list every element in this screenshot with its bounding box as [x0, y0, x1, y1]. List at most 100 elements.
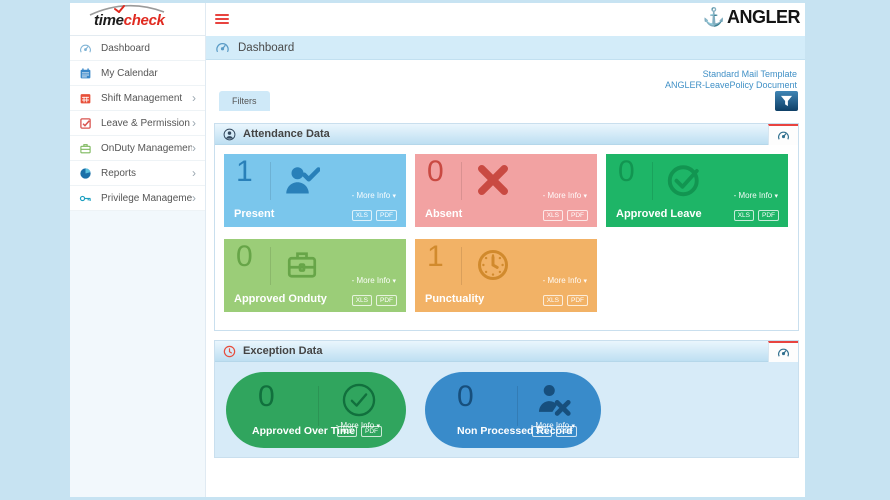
more-info-link[interactable]: - More Info ▾ — [351, 191, 396, 200]
mail-template-link[interactable]: Standard Mail Template — [702, 69, 797, 79]
xls-button[interactable]: XLS — [542, 210, 563, 221]
logo-check: check — [123, 12, 165, 29]
more-info-link[interactable]: - More Info ▾ — [733, 191, 778, 200]
stat-value: 1 — [427, 240, 444, 273]
page-header: Dashboard — [206, 36, 805, 60]
sidebar-item-label: My Calendar — [101, 67, 158, 79]
sidebar-item-label: Leave & Permission — [101, 117, 190, 129]
filters-row: Filters — [219, 91, 798, 112]
export-badges: XLS PDF — [351, 210, 397, 221]
sidebar: timecheck Dashboard My Calendar Shift Ma… — [70, 3, 205, 497]
angler-logo: ⚓ ANGLER — [702, 7, 801, 28]
chevron-right-icon: › — [192, 141, 196, 155]
approved-onduty-card: 0 - More Info ▾ Approved Onduty XLS PDF — [224, 239, 406, 312]
stat-label: Approved Over Time — [252, 425, 356, 437]
caret-down-icon: ▾ — [583, 278, 587, 285]
caret-down-icon: ▾ — [392, 193, 396, 200]
xls-button[interactable]: XLS — [733, 210, 754, 221]
sidebar-item-dashboard[interactable]: Dashboard — [70, 36, 205, 61]
stat-label: Punctuality — [425, 293, 485, 305]
clock-swoosh-icon — [89, 4, 165, 16]
caret-down-icon: ▾ — [583, 193, 587, 200]
chevron-right-icon: › — [192, 191, 196, 205]
punctuality-card: 1 - More Info ▾ Punctuality XLS PDF — [415, 239, 597, 312]
logo-time: time — [94, 12, 124, 29]
sidebar-item-shift-management[interactable]: Shift Management › — [70, 86, 205, 111]
xls-button[interactable]: XLS — [542, 295, 563, 306]
sidebar-item-onduty-management[interactable]: OnDuty Management › — [70, 136, 205, 161]
pdf-button[interactable]: PDF — [361, 426, 382, 437]
pdf-button[interactable]: PDF — [556, 426, 577, 437]
hamburger-menu-icon[interactable] — [215, 14, 229, 26]
more-info-link[interactable]: - More Info ▾ — [542, 276, 587, 285]
content-area: Standard Mail Template ANGLER-LeavePolic… — [206, 60, 805, 497]
briefcase-icon — [79, 141, 93, 155]
exception-panel-header: Exception Data — [215, 341, 798, 362]
approved-leave-card: 0 - More Info ▾ Approved Leave XLS PDF — [606, 154, 788, 227]
stat-label: Non Processed Record — [457, 425, 573, 437]
xls-button[interactable]: XLS — [351, 210, 372, 221]
attendance-panel-header: Attendance Data — [215, 124, 798, 145]
divider — [517, 386, 518, 426]
user-check-icon — [284, 162, 321, 203]
chevron-right-icon: › — [192, 91, 196, 105]
panel-title: Exception Data — [243, 345, 323, 357]
export-badges: XLS PDF — [336, 426, 382, 437]
filter-button[interactable] — [775, 91, 798, 111]
more-info-link[interactable]: - More Info ▾ — [351, 276, 396, 285]
exception-panel-body: 0 - More Info ▾ Approved Over Time XLS P… — [215, 362, 798, 457]
check-circle-outline-icon — [340, 381, 378, 424]
pdf-button[interactable]: PDF — [567, 295, 588, 306]
more-info-link[interactable]: - More Info ▾ — [542, 191, 587, 200]
chevron-right-icon: › — [192, 116, 196, 130]
present-card: 1 - More Info ▾ Present XLS PDF — [224, 154, 406, 227]
stat-label: Approved Leave — [616, 208, 702, 220]
sidebar-item-leave-permission[interactable]: Leave & Permission › — [70, 111, 205, 136]
page-title: Dashboard — [238, 41, 295, 54]
pdf-button[interactable]: PDF — [567, 210, 588, 221]
export-badges: XLS PDF — [531, 426, 577, 437]
panel-settings-tab[interactable] — [768, 341, 798, 362]
stat-label: Present — [234, 208, 275, 220]
export-badges: XLS PDF — [733, 210, 779, 221]
xls-button[interactable]: XLS — [336, 426, 357, 437]
pie-chart-icon — [79, 166, 93, 180]
clock-icon — [475, 247, 511, 288]
divider — [652, 162, 653, 200]
check-square-icon — [79, 116, 93, 130]
divider — [270, 162, 271, 200]
sidebar-item-label: Dashboard — [101, 42, 150, 54]
attendance-panel: Attendance Data 1 - More Info ▾ Present … — [214, 123, 799, 331]
stat-value: 0 — [236, 240, 253, 273]
divider — [270, 247, 271, 285]
pdf-button[interactable]: PDF — [376, 295, 397, 306]
caret-down-icon: ▾ — [774, 193, 778, 200]
calendar-icon — [79, 66, 93, 80]
sidebar-item-my-calendar[interactable]: My Calendar — [70, 61, 205, 86]
user-x-icon — [535, 381, 573, 424]
sidebar-item-reports[interactable]: Reports › — [70, 161, 205, 186]
logo-area: timecheck — [70, 3, 205, 36]
stat-value: 0 — [427, 155, 444, 188]
divider — [461, 247, 462, 285]
leave-policy-link[interactable]: ANGLER-LeavePolicy Document — [664, 80, 797, 90]
pdf-button[interactable]: PDF — [758, 210, 779, 221]
clock-red-icon — [223, 345, 236, 357]
exception-panel: Exception Data 0 - More Info ▾ Approved … — [214, 340, 799, 458]
pdf-button[interactable]: PDF — [376, 210, 397, 221]
stat-value: 1 — [236, 155, 253, 188]
export-badges: XLS PDF — [542, 295, 588, 306]
xls-button[interactable]: XLS — [351, 295, 372, 306]
export-badges: XLS PDF — [542, 210, 588, 221]
stat-value: 0 — [258, 380, 275, 413]
check-circle-icon — [666, 162, 702, 203]
anchor-icon: ⚓ — [702, 7, 725, 27]
main-area: ⚓ ANGLER Dashboard Standard Mail Templat… — [205, 3, 805, 497]
briefcase-icon — [284, 247, 320, 288]
sidebar-item-privilege-management[interactable]: Privilege Management › — [70, 186, 205, 211]
panel-settings-tab[interactable] — [768, 124, 798, 145]
xls-button[interactable]: XLS — [531, 426, 552, 437]
sidebar-item-label: Privilege Management — [101, 192, 192, 204]
filters-tab[interactable]: Filters — [219, 91, 270, 111]
gauge-icon — [778, 131, 789, 140]
